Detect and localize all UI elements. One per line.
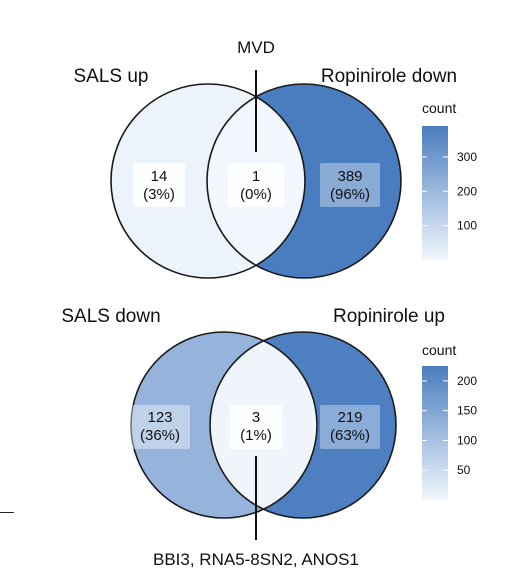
top-annotation: MVD: [237, 38, 275, 57]
legend-tick-label: 50: [457, 463, 471, 477]
legend-tick-label: 150: [457, 404, 477, 418]
right-region-percent: (63%): [330, 427, 370, 444]
left-region-label: 14 (3%): [133, 163, 185, 207]
left-region-count: 14: [151, 168, 168, 185]
right-set-outline: [209, 331, 397, 519]
left-region-percent: (3%): [143, 186, 175, 203]
right-region-label: 389 (96%): [320, 163, 380, 207]
legend-tick-label: 100: [457, 433, 477, 447]
right-region-percent: (96%): [330, 186, 370, 203]
left-region-label: 123 (36%): [130, 405, 190, 449]
legend-title: count: [422, 100, 456, 116]
legend-tick-label: 100: [457, 219, 477, 233]
legend-tick-label: 200: [457, 184, 477, 198]
overlap-region-label: 1 (0%): [228, 163, 284, 207]
overlap-region-count: 1: [252, 168, 260, 185]
left-set-outline: [130, 331, 318, 519]
right-region-count: 389: [337, 168, 362, 185]
overlap-region-percent: (0%): [240, 186, 272, 203]
venn-panel-top: MVD SALS up Ropinirole down 14 (3%) 1 (0…: [74, 38, 477, 279]
venn-panel-bottom: BBI3, RNA5-8SN2, ANOS1 SALS down Ropinir…: [61, 306, 477, 569]
right-region-count: 219: [337, 409, 362, 426]
left-set-label: SALS down: [61, 306, 160, 327]
legend-title: count: [422, 342, 456, 358]
edge-line: [0, 512, 14, 513]
bottom-annotation: BBI3, RNA5-8SN2, ANOS1: [153, 550, 359, 569]
left-set-label: SALS up: [74, 66, 149, 87]
legend-colorbar: [422, 366, 448, 500]
overlap-region-percent: (1%): [240, 427, 272, 444]
legend-tick-label: 300: [457, 150, 477, 164]
left-region-count: 123: [147, 409, 172, 426]
left-set-outline: [110, 83, 306, 279]
right-set-outline: [206, 83, 402, 279]
color-legend: count 300 200 100: [422, 100, 477, 260]
right-set-label: Ropinirole up: [333, 306, 445, 327]
right-region-label: 219 (63%): [320, 405, 380, 449]
legend-tick-label: 200: [457, 374, 477, 388]
right-set-label: Ropinirole down: [321, 66, 457, 87]
left-region-percent: (36%): [140, 427, 180, 444]
legend-colorbar: [422, 126, 448, 260]
overlap-region-count: 3: [252, 409, 260, 426]
color-legend: count 200 150 100 50: [422, 342, 477, 500]
overlap-region-label: 3 (1%): [230, 405, 282, 449]
